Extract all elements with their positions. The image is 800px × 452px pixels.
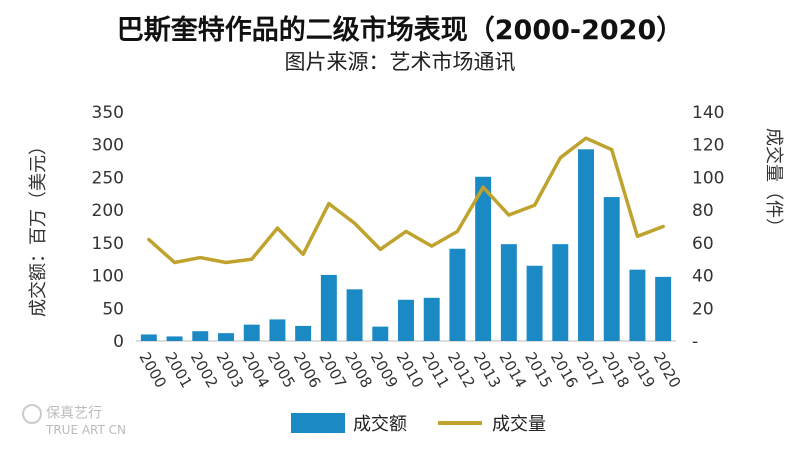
- bar: [629, 269, 646, 341]
- line-series-volume: [147, 136, 665, 265]
- bar: [449, 248, 466, 341]
- chart-title: 巴斯奎特作品的二级市场表现（2000-2020）: [116, 15, 684, 46]
- bar: [603, 197, 620, 341]
- x-tick-label: 2020: [650, 349, 685, 391]
- watermark-main-text: 保真艺行: [46, 405, 102, 422]
- y-right-tick-label: 20: [692, 299, 714, 319]
- watermark-logo-icon: [22, 404, 42, 424]
- bar: [140, 334, 157, 341]
- y-right-tick-label: 120: [692, 136, 724, 156]
- bar: [526, 265, 543, 341]
- y-left-axis-label: 成交额：百万（美元）: [28, 137, 49, 317]
- y-right-axis-label: 成交量（件）: [763, 128, 784, 236]
- legend-label-volume: 成交量: [492, 414, 546, 435]
- bar: [578, 149, 594, 341]
- watermark: 保真艺行 TRUE ART CN: [22, 404, 126, 437]
- bar: [243, 324, 260, 341]
- y-right-tick-label: 60: [692, 234, 714, 254]
- y-left-tick-label: 350: [92, 103, 124, 123]
- bar: [398, 299, 414, 341]
- y-right-tick-label: 140: [692, 103, 724, 123]
- watermark-sub-text: TRUE ART CN: [46, 423, 127, 437]
- chart-subtitle: 图片来源：艺术市场通讯: [284, 50, 516, 74]
- bar: [320, 274, 337, 341]
- bar: [218, 333, 234, 341]
- bar: [552, 244, 569, 341]
- bar: [655, 276, 672, 341]
- legend-label-amount: 成交额: [353, 414, 407, 435]
- y-right-tick-label: 80: [692, 201, 714, 221]
- y-right-tick-label: -: [692, 332, 698, 352]
- bar: [192, 331, 209, 341]
- legend-swatch-amount: [291, 413, 345, 433]
- y-left-tick-label: 100: [92, 267, 124, 287]
- y-right-tick-label: 40: [692, 267, 714, 287]
- y-left-tick-label: 0: [113, 332, 124, 352]
- y-right-tick-label: 100: [692, 168, 724, 188]
- bar: [166, 336, 183, 341]
- bar: [475, 176, 492, 341]
- bar: [269, 319, 286, 341]
- bar: [295, 325, 312, 341]
- bar: [500, 244, 517, 341]
- bar: [346, 289, 363, 341]
- y-left-tick-label: 300: [92, 136, 124, 156]
- bar: [423, 297, 440, 341]
- bar: [372, 326, 389, 341]
- y-left-tick-label: 50: [102, 299, 124, 319]
- y-left-tick-label: 250: [92, 168, 124, 188]
- y-left-tick-label: 150: [92, 234, 124, 254]
- y-left-tick-label: 200: [92, 201, 124, 221]
